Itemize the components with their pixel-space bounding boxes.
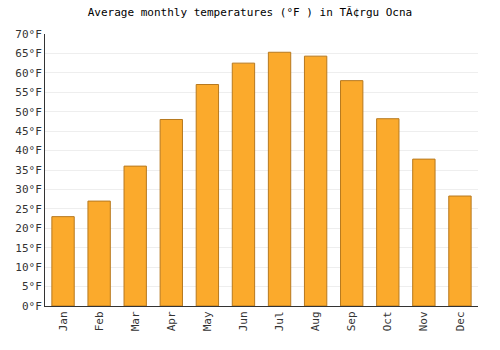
svg-text:Jun: Jun: [237, 311, 250, 331]
svg-text:30°F: 30°F: [15, 183, 42, 196]
svg-text:60°F: 60°F: [15, 67, 42, 80]
svg-text:35°F: 35°F: [15, 164, 42, 177]
svg-text:45°F: 45°F: [15, 125, 42, 138]
svg-text:0°F: 0°F: [22, 300, 42, 313]
svg-text:Jan: Jan: [57, 311, 70, 331]
svg-text:15°F: 15°F: [15, 242, 42, 255]
svg-text:Nov: Nov: [417, 311, 430, 331]
svg-text:70°F: 70°F: [15, 28, 42, 41]
svg-text:40°F: 40°F: [15, 144, 42, 157]
svg-text:50°F: 50°F: [15, 106, 42, 119]
svg-text:Jul: Jul: [273, 311, 286, 331]
svg-text:10°F: 10°F: [15, 261, 42, 274]
svg-text:65°F: 65°F: [15, 47, 42, 60]
svg-text:Aug: Aug: [309, 311, 322, 331]
svg-text:Sep: Sep: [345, 311, 358, 331]
svg-text:25°F: 25°F: [15, 203, 42, 216]
svg-text:Mar: Mar: [129, 311, 142, 331]
svg-text:20°F: 20°F: [15, 222, 42, 235]
svg-text:Oct: Oct: [381, 311, 394, 331]
svg-text:5°F: 5°F: [22, 280, 42, 293]
svg-text:Dec: Dec: [454, 311, 467, 331]
svg-text:55°F: 55°F: [15, 86, 42, 99]
svg-text:Feb: Feb: [93, 311, 106, 331]
svg-text:May: May: [201, 311, 214, 331]
svg-text:Average monthly temperatures (: Average monthly temperatures (°F ) in TÃ…: [88, 6, 413, 19]
svg-text:Apr: Apr: [165, 311, 178, 331]
